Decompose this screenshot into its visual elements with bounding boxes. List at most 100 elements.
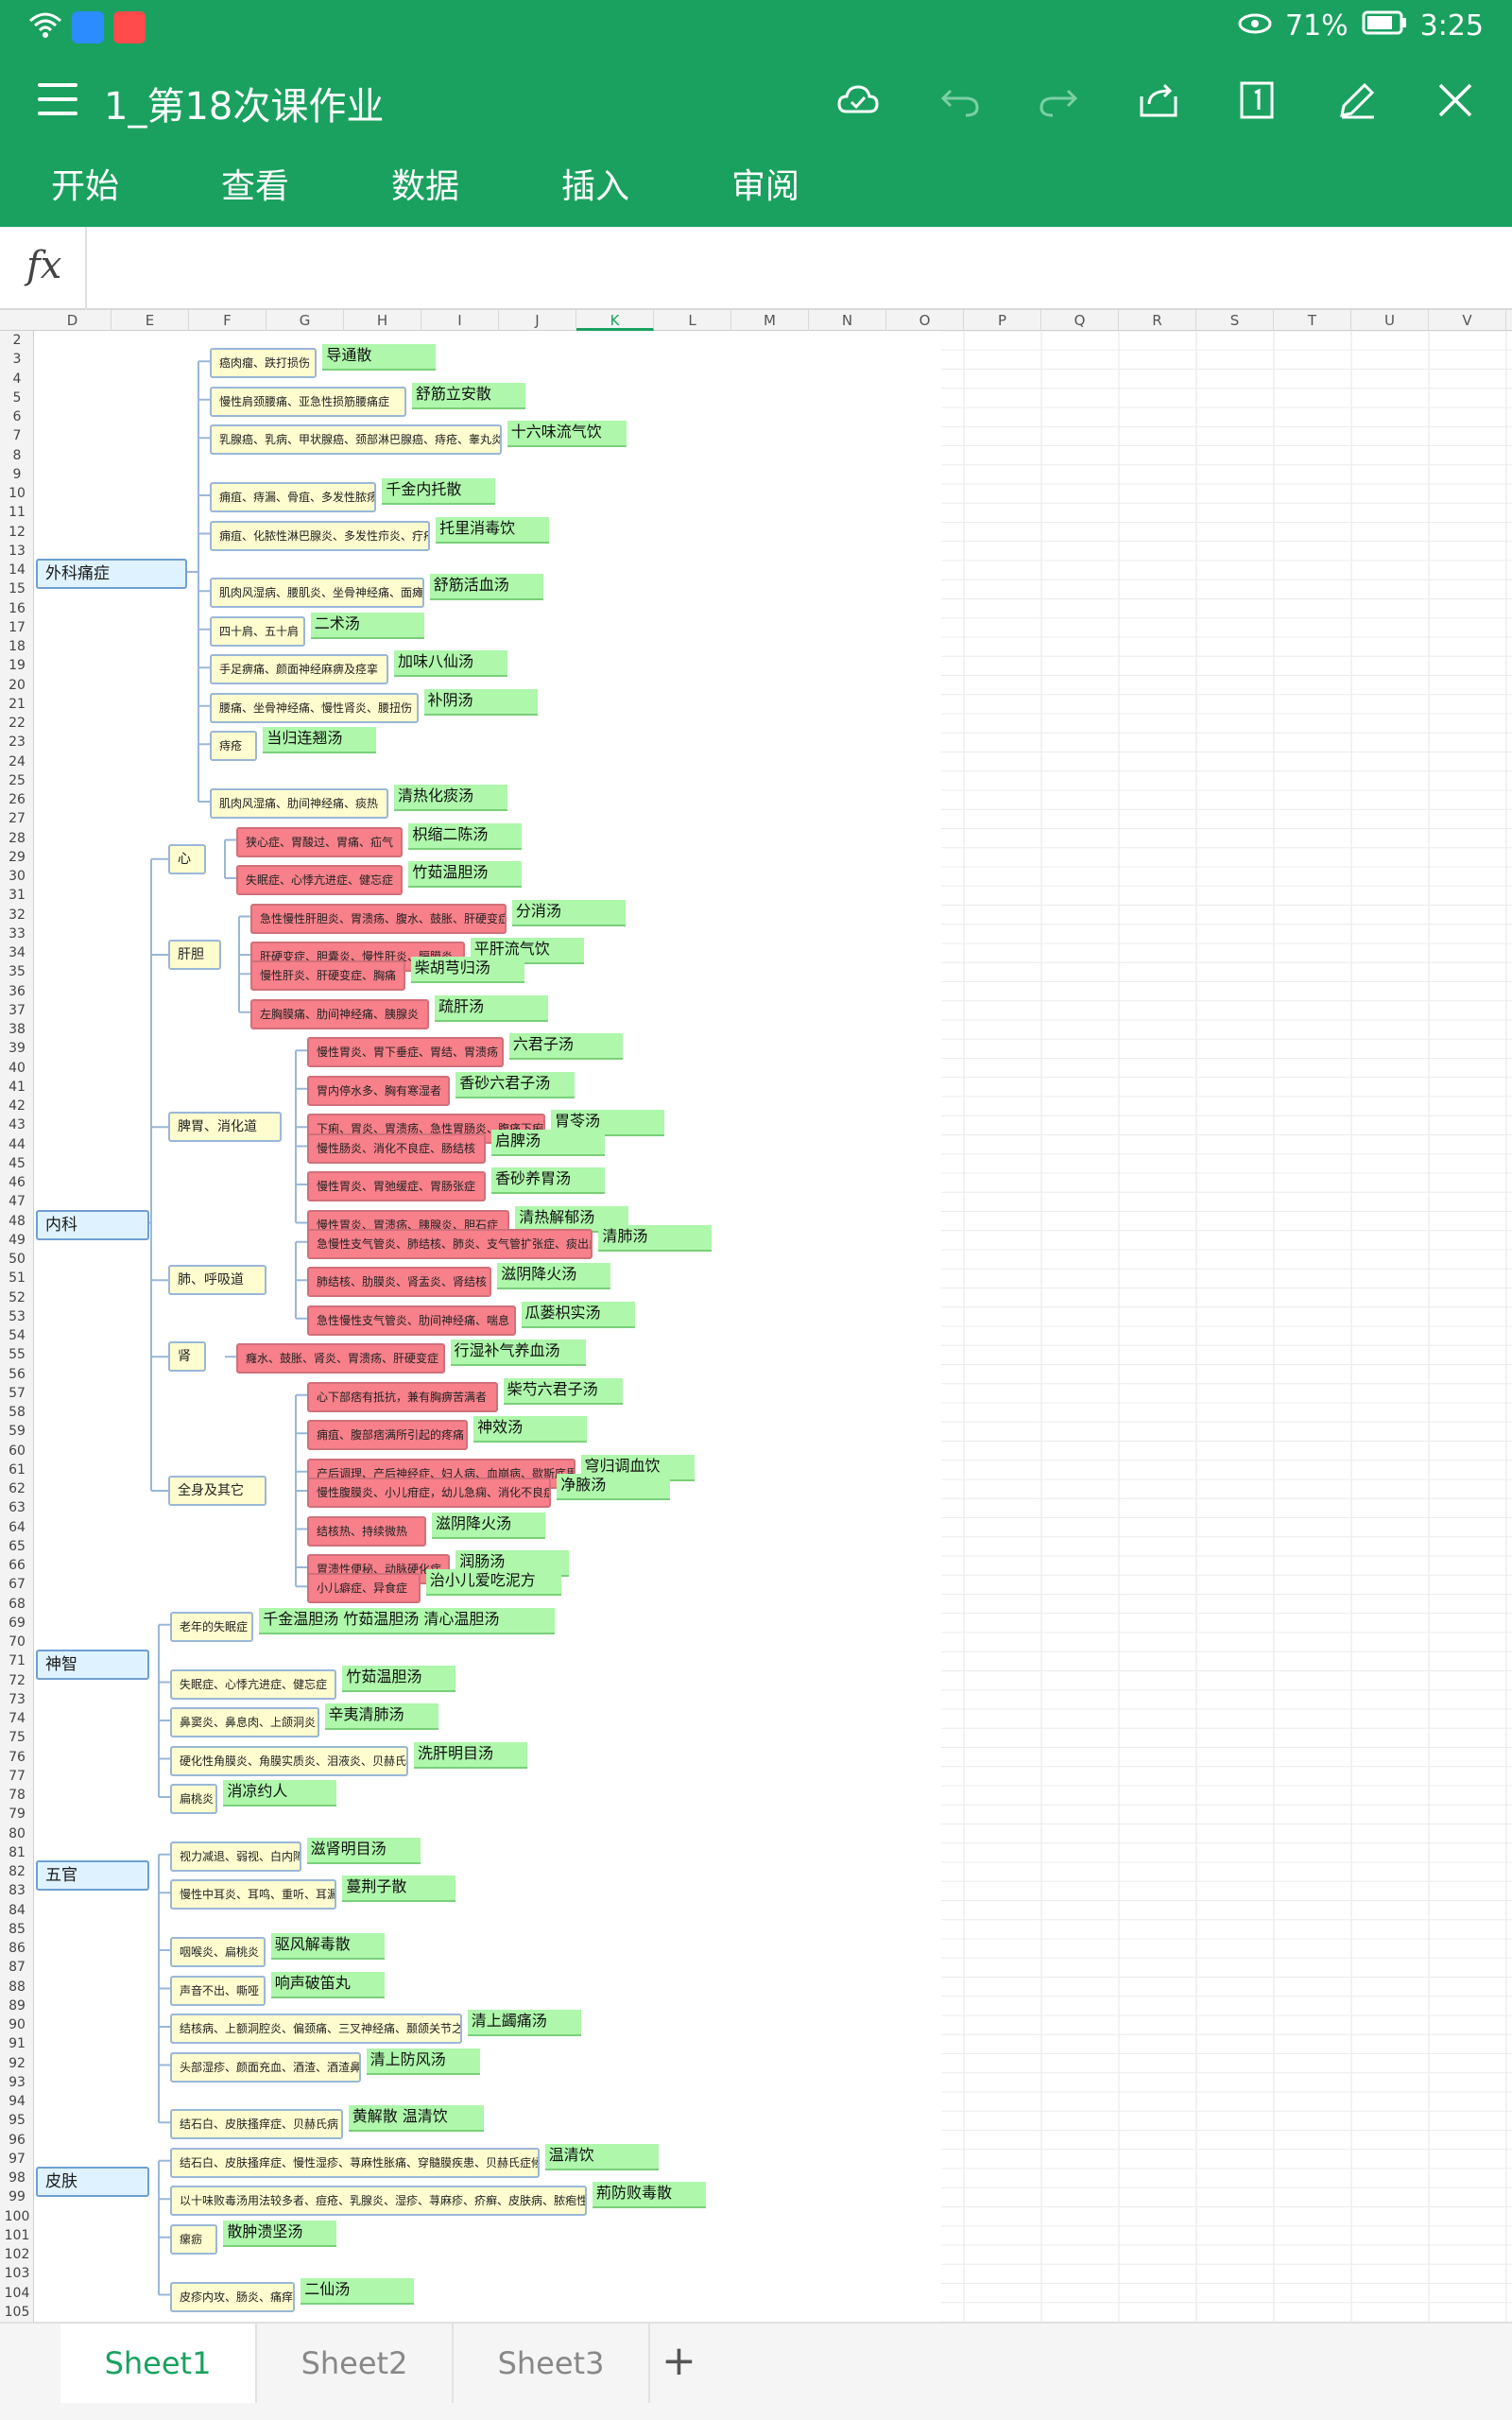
edit-pen-icon[interactable] (1332, 76, 1382, 125)
row-header-81[interactable]: 81 (9, 1844, 26, 1860)
row-header-99[interactable]: 99 (9, 2189, 26, 2205)
prescription-cell[interactable]: 消凉约人 (223, 1780, 337, 1806)
row-header-48[interactable]: 48 (9, 1213, 26, 1229)
row-header-29[interactable]: 29 (9, 849, 26, 865)
row-header-43[interactable]: 43 (9, 1117, 26, 1133)
row-header-75[interactable]: 75 (9, 1730, 26, 1746)
row-header-21[interactable]: 21 (9, 696, 26, 712)
symptom-node[interactable]: 慢性肝炎、肝硬变症、胸痛 (250, 960, 405, 992)
row-header-36[interactable]: 36 (9, 983, 26, 999)
prescription-cell[interactable]: 平肝流气饮 (470, 938, 584, 964)
row-header-37[interactable]: 37 (9, 1002, 26, 1018)
prescription-cell[interactable]: 滋阴降火汤 (497, 1263, 611, 1290)
column-header-J[interactable]: J (499, 310, 576, 331)
row-header-42[interactable]: 42 (9, 1098, 26, 1114)
column-header-H[interactable]: H (344, 310, 421, 331)
row-header-96[interactable]: 96 (9, 2132, 26, 2148)
symptom-node[interactable]: 声音不出、嘶哑 (170, 1975, 266, 2006)
column-header-U[interactable]: U (1351, 310, 1429, 331)
close-icon[interactable] (1431, 76, 1480, 125)
page-count-icon[interactable] (1232, 76, 1281, 125)
symptom-node[interactable]: 肌肉风湿痛、肋间神经痛、痰热 (210, 788, 388, 819)
symptom-node[interactable]: 慢性腹膜炎、小儿疳症，幼儿急痫、消化不良症 (307, 1478, 552, 1508)
row-header-102[interactable]: 102 (4, 2247, 30, 2262)
row-header-69[interactable]: 69 (9, 1615, 26, 1631)
symptom-node[interactable]: 肺结核、肋膜炎、肾盂炎、肾结核 (307, 1267, 492, 1298)
row-header-62[interactable]: 62 (9, 1481, 26, 1496)
tab-view[interactable]: 查看 (220, 167, 289, 206)
row-header-72[interactable]: 72 (9, 1672, 26, 1688)
column-header-T[interactable]: T (1274, 310, 1351, 331)
row-header-86[interactable]: 86 (9, 1941, 26, 1956)
row-header-53[interactable]: 53 (9, 1308, 26, 1324)
symptom-node[interactable]: 小儿癖症、异食症 (307, 1573, 421, 1604)
tab-start[interactable]: 开始 (50, 167, 119, 206)
symptom-node[interactable]: 结核热、持续微热 (307, 1515, 426, 1547)
prescription-cell[interactable]: 清上防风汤 (366, 2048, 480, 2075)
row-header-66[interactable]: 66 (9, 1558, 26, 1573)
prescription-cell[interactable]: 清肺汤 (598, 1224, 713, 1252)
symptom-node[interactable]: 癃水、鼓胀、肾炎、胃溃疡、肝硬变症 (236, 1343, 445, 1374)
row-header-73[interactable]: 73 (9, 1691, 26, 1707)
row-header-23[interactable]: 23 (9, 735, 26, 751)
row-header-11[interactable]: 11 (9, 505, 26, 521)
prescription-cell[interactable]: 清上蠲痛汤 (467, 2010, 581, 2036)
row-header-19[interactable]: 19 (9, 658, 26, 674)
prescription-cell[interactable]: 驱风解毒散 (270, 1933, 385, 1960)
subgroup-node[interactable]: 肝胆 (168, 940, 221, 970)
column-header-Q[interactable]: Q (1041, 310, 1119, 331)
row-header-16[interactable]: 16 (9, 600, 26, 616)
row-header-15[interactable]: 15 (9, 581, 26, 597)
category-node[interactable]: 皮肤 (36, 2167, 149, 2197)
tab-data[interactable]: 数据 (390, 167, 459, 206)
symptom-node[interactable]: 痈疽、化脓性淋巴腺炎、多发性疖炎、疔疮 (210, 520, 431, 551)
category-node[interactable]: 神智 (36, 1650, 149, 1681)
prescription-cell[interactable]: 净腋汤 (557, 1474, 671, 1500)
symptom-node[interactable]: 痈疽、痔漏、骨疽、多发性脓疡 (210, 482, 377, 512)
row-header-44[interactable]: 44 (9, 1136, 26, 1152)
prescription-cell[interactable]: 清热化痰汤 (394, 785, 507, 811)
row-header-60[interactable]: 60 (9, 1443, 26, 1459)
row-header-12[interactable]: 12 (9, 524, 26, 540)
row-header-54[interactable]: 54 (9, 1328, 26, 1343)
row-header-55[interactable]: 55 (9, 1347, 26, 1363)
row-header-47[interactable]: 47 (9, 1194, 26, 1210)
symptom-node[interactable]: 急慢性支气管炎、肺结核、肺炎、支气管扩张症、痰出血 (307, 1228, 593, 1259)
row-header-97[interactable]: 97 (9, 2151, 26, 2167)
prescription-cell[interactable]: 竹茹温胆汤 (408, 861, 523, 888)
category-node[interactable]: 内科 (36, 1209, 149, 1240)
row-header-56[interactable]: 56 (9, 1366, 26, 1382)
prescription-cell[interactable]: 疏肝汤 (435, 994, 548, 1022)
prescription-cell[interactable]: 舒筋立安散 (411, 382, 525, 409)
column-header-G[interactable]: G (266, 310, 344, 331)
column-header-R[interactable]: R (1119, 310, 1196, 331)
prescription-cell[interactable]: 辛夷清肺汤 (324, 1703, 438, 1730)
row-header-24[interactable]: 24 (9, 753, 26, 769)
row-header-3[interactable]: 3 (12, 352, 22, 368)
row-header-39[interactable]: 39 (9, 1041, 26, 1057)
row-header-45[interactable]: 45 (9, 1155, 26, 1171)
symptom-node[interactable]: 胃内停水多、胸有寒湿者 (307, 1075, 451, 1106)
row-header-58[interactable]: 58 (9, 1405, 26, 1420)
row-header-50[interactable]: 50 (9, 1252, 26, 1267)
row-header-14[interactable]: 14 (9, 562, 26, 578)
row-header-98[interactable]: 98 (9, 2170, 26, 2186)
row-header-30[interactable]: 30 (9, 869, 26, 884)
row-header-17[interactable]: 17 (9, 619, 26, 635)
row-header-87[interactable]: 87 (9, 1960, 26, 1976)
row-header-40[interactable]: 40 (9, 1060, 26, 1076)
symptom-node[interactable]: 癌肉瘤、跌打损伤 (210, 348, 318, 379)
row-header-92[interactable]: 92 (9, 2055, 26, 2071)
symptom-node[interactable]: 咽喉炎、扁桃炎 (170, 1937, 266, 1967)
row-header-33[interactable]: 33 (9, 925, 26, 942)
category-node[interactable]: 外科痛症 (36, 559, 187, 589)
tab-review[interactable]: 审阅 (730, 167, 799, 206)
prescription-cell[interactable]: 散肿溃坚汤 (223, 2220, 337, 2247)
prescription-cell[interactable]: 黄解散 温清饮 (348, 2105, 484, 2133)
row-header-74[interactable]: 74 (9, 1711, 26, 1726)
prescription-cell[interactable]: 响声破笛丸 (270, 1971, 385, 1998)
symptom-node[interactable]: 老年的失眠症 (170, 1611, 254, 1642)
symptom-node[interactable]: 瘰疬 (170, 2223, 218, 2255)
column-header-S[interactable]: S (1196, 310, 1274, 331)
column-header-D[interactable]: D (34, 310, 112, 331)
